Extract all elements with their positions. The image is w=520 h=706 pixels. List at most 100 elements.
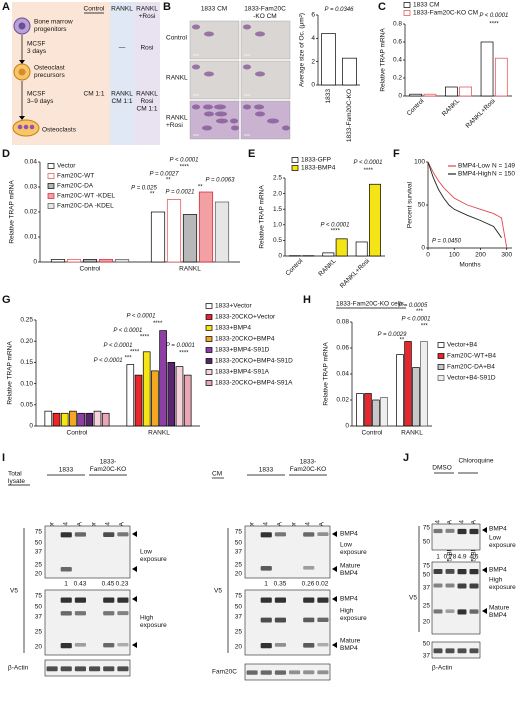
band (433, 569, 443, 575)
panel-label: J (403, 452, 409, 464)
mw-label: 37 (35, 614, 43, 621)
group-label: Fam20C-KO (290, 466, 326, 473)
osteoclast-stain (255, 111, 265, 117)
arrowhead (332, 531, 337, 537)
blot (431, 523, 481, 551)
panel-label: I (2, 452, 5, 464)
panel-label: H (303, 294, 311, 306)
annotation: *** (420, 324, 428, 330)
column-header: RANKL (136, 6, 158, 13)
treatment-value: CM 1:1 (112, 98, 133, 105)
band (445, 609, 455, 613)
x-tick-label: Control (67, 430, 89, 437)
legend-label: BMP4-High (458, 171, 492, 178)
band (303, 617, 315, 623)
x-tick-label: 100 (449, 252, 460, 259)
annotation: P = 0.025 (131, 186, 157, 192)
band (60, 567, 72, 572)
arrowhead (132, 596, 137, 602)
legend-swatch (205, 347, 213, 353)
band (469, 569, 479, 575)
annotation: P = 0.0005 (398, 303, 428, 309)
blot-title: CM (212, 471, 222, 478)
legend-label: 1833-BMP4 (301, 165, 336, 172)
band (433, 609, 443, 614)
y-tick-label: 0.01 (24, 234, 37, 241)
arrowhead (482, 527, 487, 533)
bar (66, 259, 82, 263)
band (74, 597, 86, 603)
mw-label: 25 (35, 562, 43, 569)
y-tick-label: 0.4 (393, 57, 402, 64)
annotation: P < 0.0001 (354, 160, 383, 166)
cell-nucleus (29, 124, 35, 130)
band-label: Mature (489, 605, 510, 612)
band (433, 583, 443, 588)
annotation: P < 0.0001 (126, 313, 155, 319)
legend-label: 1833+Vector (215, 303, 253, 310)
band (469, 583, 479, 589)
annotation: **** (179, 165, 189, 171)
antibody-label: β-Actin (8, 665, 29, 672)
osteoclast-stain (202, 125, 212, 131)
x-tick-label: RANKL (401, 430, 423, 437)
band (317, 617, 329, 623)
panel-label: E (248, 148, 255, 160)
panel-label: D (2, 148, 10, 160)
quantification: 4.9 (457, 554, 466, 561)
antibody-label: V5 (214, 588, 222, 595)
osteoclast-stain (203, 104, 213, 110)
mw-label: 50 (235, 604, 243, 611)
column-header: Control (84, 6, 106, 13)
legend-label: 1833+BMP4 (215, 325, 251, 332)
osteoclast-stain (230, 118, 238, 124)
treatment-value: RANKL (136, 91, 158, 98)
band (260, 566, 272, 571)
osteoclast-stain (255, 31, 265, 37)
x-tick-label: 300 (501, 252, 512, 259)
blot (431, 641, 481, 659)
treatment-value: RANKL (111, 91, 133, 98)
cell-nucleus (18, 22, 26, 30)
annotation: ** (150, 192, 155, 198)
arrowhead (332, 642, 337, 648)
legend-swatch (47, 183, 55, 189)
osteoclast-stain (255, 71, 265, 77)
mw-label: 50 (423, 572, 431, 579)
y-axis-label: Average size of Oc. (μm²) (299, 13, 306, 87)
bar (166, 199, 182, 263)
condition-label: DMSO (432, 465, 452, 472)
band (103, 666, 115, 672)
quantification: 1 (436, 554, 440, 561)
band-label: BMP4 (340, 645, 358, 652)
annotation: P < 0.0001 (402, 316, 431, 322)
column-header: +Rosi (139, 13, 156, 20)
legend-n: N = 150 (492, 171, 515, 178)
quantification: 0.45 (102, 581, 115, 588)
band (260, 617, 272, 623)
band (260, 670, 272, 675)
legend-label: 1833+BMP4-S91D (215, 347, 270, 354)
band (60, 597, 72, 603)
annotation: P = 0.0450 (432, 239, 462, 245)
band (46, 666, 58, 672)
blot (44, 525, 131, 579)
y-tick-label: 0.08 (336, 319, 349, 326)
band-label: BMP4 (489, 526, 507, 533)
annotation: P = 0.0063 (206, 178, 236, 184)
y-tick-label: 0.8 (393, 21, 402, 28)
exposure-label: Low (489, 535, 501, 542)
bar (175, 366, 184, 427)
image-row-label: Control (166, 35, 188, 42)
bar (182, 214, 198, 263)
exposure-label: High (489, 577, 503, 584)
legend-label: Fam20C-DA (57, 183, 94, 190)
band (74, 611, 86, 616)
band (103, 597, 115, 603)
y-tick-label: 0.6 (393, 39, 402, 46)
mw-label: 37 (35, 549, 43, 556)
mw-label: 25 (423, 603, 431, 610)
annotation: *** (124, 356, 132, 362)
osteoclast-stain (282, 125, 290, 131)
band-label: BMP4 (489, 567, 507, 574)
